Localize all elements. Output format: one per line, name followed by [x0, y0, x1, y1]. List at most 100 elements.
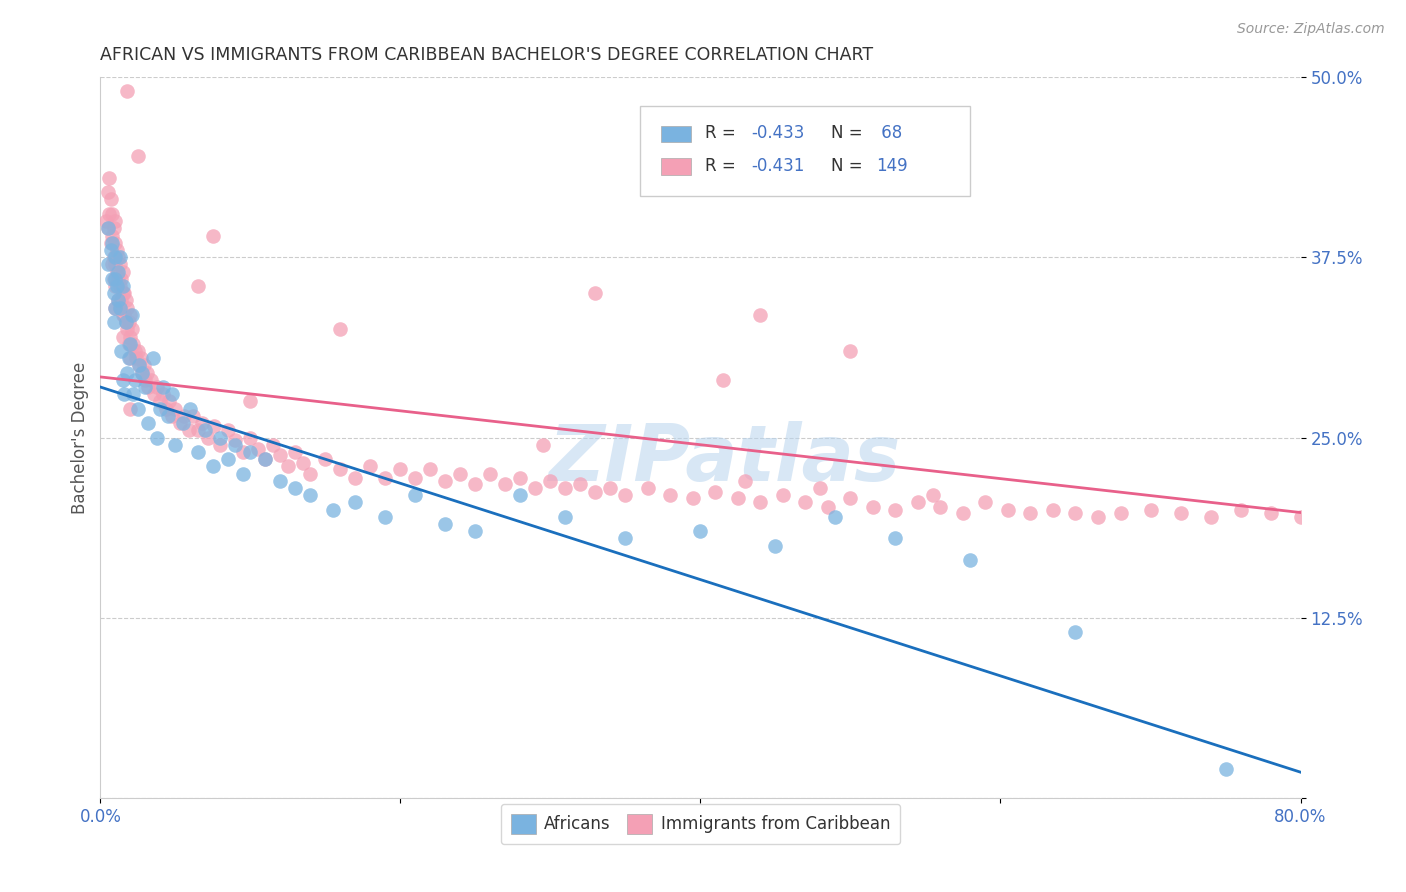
Point [107, 265, 129, 279]
Point [125, 351, 148, 366]
Point [209, 430, 232, 444]
Point [131, 366, 153, 380]
Point [183, 409, 205, 423]
Point [131, 366, 153, 380]
Point [299, 467, 322, 481]
FancyBboxPatch shape [640, 106, 970, 196]
Point [111, 286, 134, 301]
Point [110, 343, 132, 358]
Point [291, 457, 314, 471]
Point [108, 279, 131, 293]
Point [156, 409, 179, 423]
Point [122, 336, 145, 351]
Point [217, 452, 239, 467]
Point [108, 257, 131, 271]
Point [637, 481, 659, 495]
Point [202, 419, 225, 434]
Point [479, 467, 502, 481]
Point [146, 430, 169, 444]
Point [765, 539, 787, 553]
Point [749, 308, 772, 322]
Point [108, 301, 131, 315]
Point [232, 467, 254, 481]
Point [599, 481, 621, 495]
Text: -0.433: -0.433 [751, 124, 804, 142]
Point [101, 207, 124, 221]
Point [162, 387, 184, 401]
Point [531, 438, 554, 452]
Point [749, 495, 772, 509]
Point [1064, 506, 1087, 520]
FancyBboxPatch shape [661, 126, 690, 142]
Point [772, 488, 794, 502]
Point [97, 221, 120, 235]
Point [111, 279, 134, 293]
Point [115, 315, 138, 329]
Point [952, 506, 974, 520]
Point [146, 380, 169, 394]
Point [711, 373, 734, 387]
Point [128, 359, 150, 373]
Point [569, 476, 592, 491]
Point [149, 401, 172, 416]
Point [155, 401, 177, 416]
Point [121, 308, 143, 322]
Point [509, 471, 531, 485]
Text: N =: N = [831, 157, 868, 175]
Point [1170, 506, 1192, 520]
Point [1087, 509, 1109, 524]
Point [111, 373, 134, 387]
Point [614, 532, 637, 546]
Point [97, 221, 120, 235]
Point [100, 193, 122, 207]
Point [269, 448, 291, 462]
Point [105, 279, 128, 293]
Point [110, 293, 132, 308]
Point [110, 272, 132, 286]
Point [187, 423, 209, 437]
Point [127, 149, 149, 163]
Point [149, 394, 172, 409]
Point [284, 445, 307, 459]
Point [509, 488, 531, 502]
Point [101, 235, 124, 250]
Point [141, 373, 163, 387]
Point [194, 423, 217, 437]
Point [224, 438, 246, 452]
Point [165, 401, 187, 416]
Point [464, 476, 486, 491]
Point [839, 491, 862, 505]
Point [122, 387, 145, 401]
Point [201, 228, 224, 243]
Point [862, 500, 884, 514]
Point [134, 380, 156, 394]
Point [239, 394, 262, 409]
Point [112, 387, 135, 401]
Point [118, 351, 141, 366]
Point [314, 452, 336, 467]
Point [107, 293, 129, 308]
Point [104, 301, 127, 315]
Point [103, 250, 125, 264]
Point [120, 351, 142, 366]
Point [974, 495, 997, 509]
Point [108, 301, 131, 315]
Point [201, 459, 224, 474]
Point [104, 235, 127, 250]
Point [118, 315, 141, 329]
Point [434, 474, 457, 488]
Point [583, 485, 606, 500]
Point [129, 351, 152, 366]
Point [177, 423, 200, 437]
Point [115, 315, 138, 329]
Point [284, 481, 307, 495]
Point [117, 84, 139, 98]
Point [277, 459, 299, 474]
Text: AFRICAN VS IMMIGRANTS FROM CARIBBEAN BACHELOR'S DEGREE CORRELATION CHART: AFRICAN VS IMMIGRANTS FROM CARIBBEAN BAC… [100, 46, 873, 64]
Point [1260, 506, 1282, 520]
FancyBboxPatch shape [661, 159, 690, 175]
Y-axis label: Bachelor's Degree: Bachelor's Degree [72, 361, 89, 514]
Point [217, 423, 239, 437]
Point [299, 488, 322, 502]
Point [659, 488, 682, 502]
